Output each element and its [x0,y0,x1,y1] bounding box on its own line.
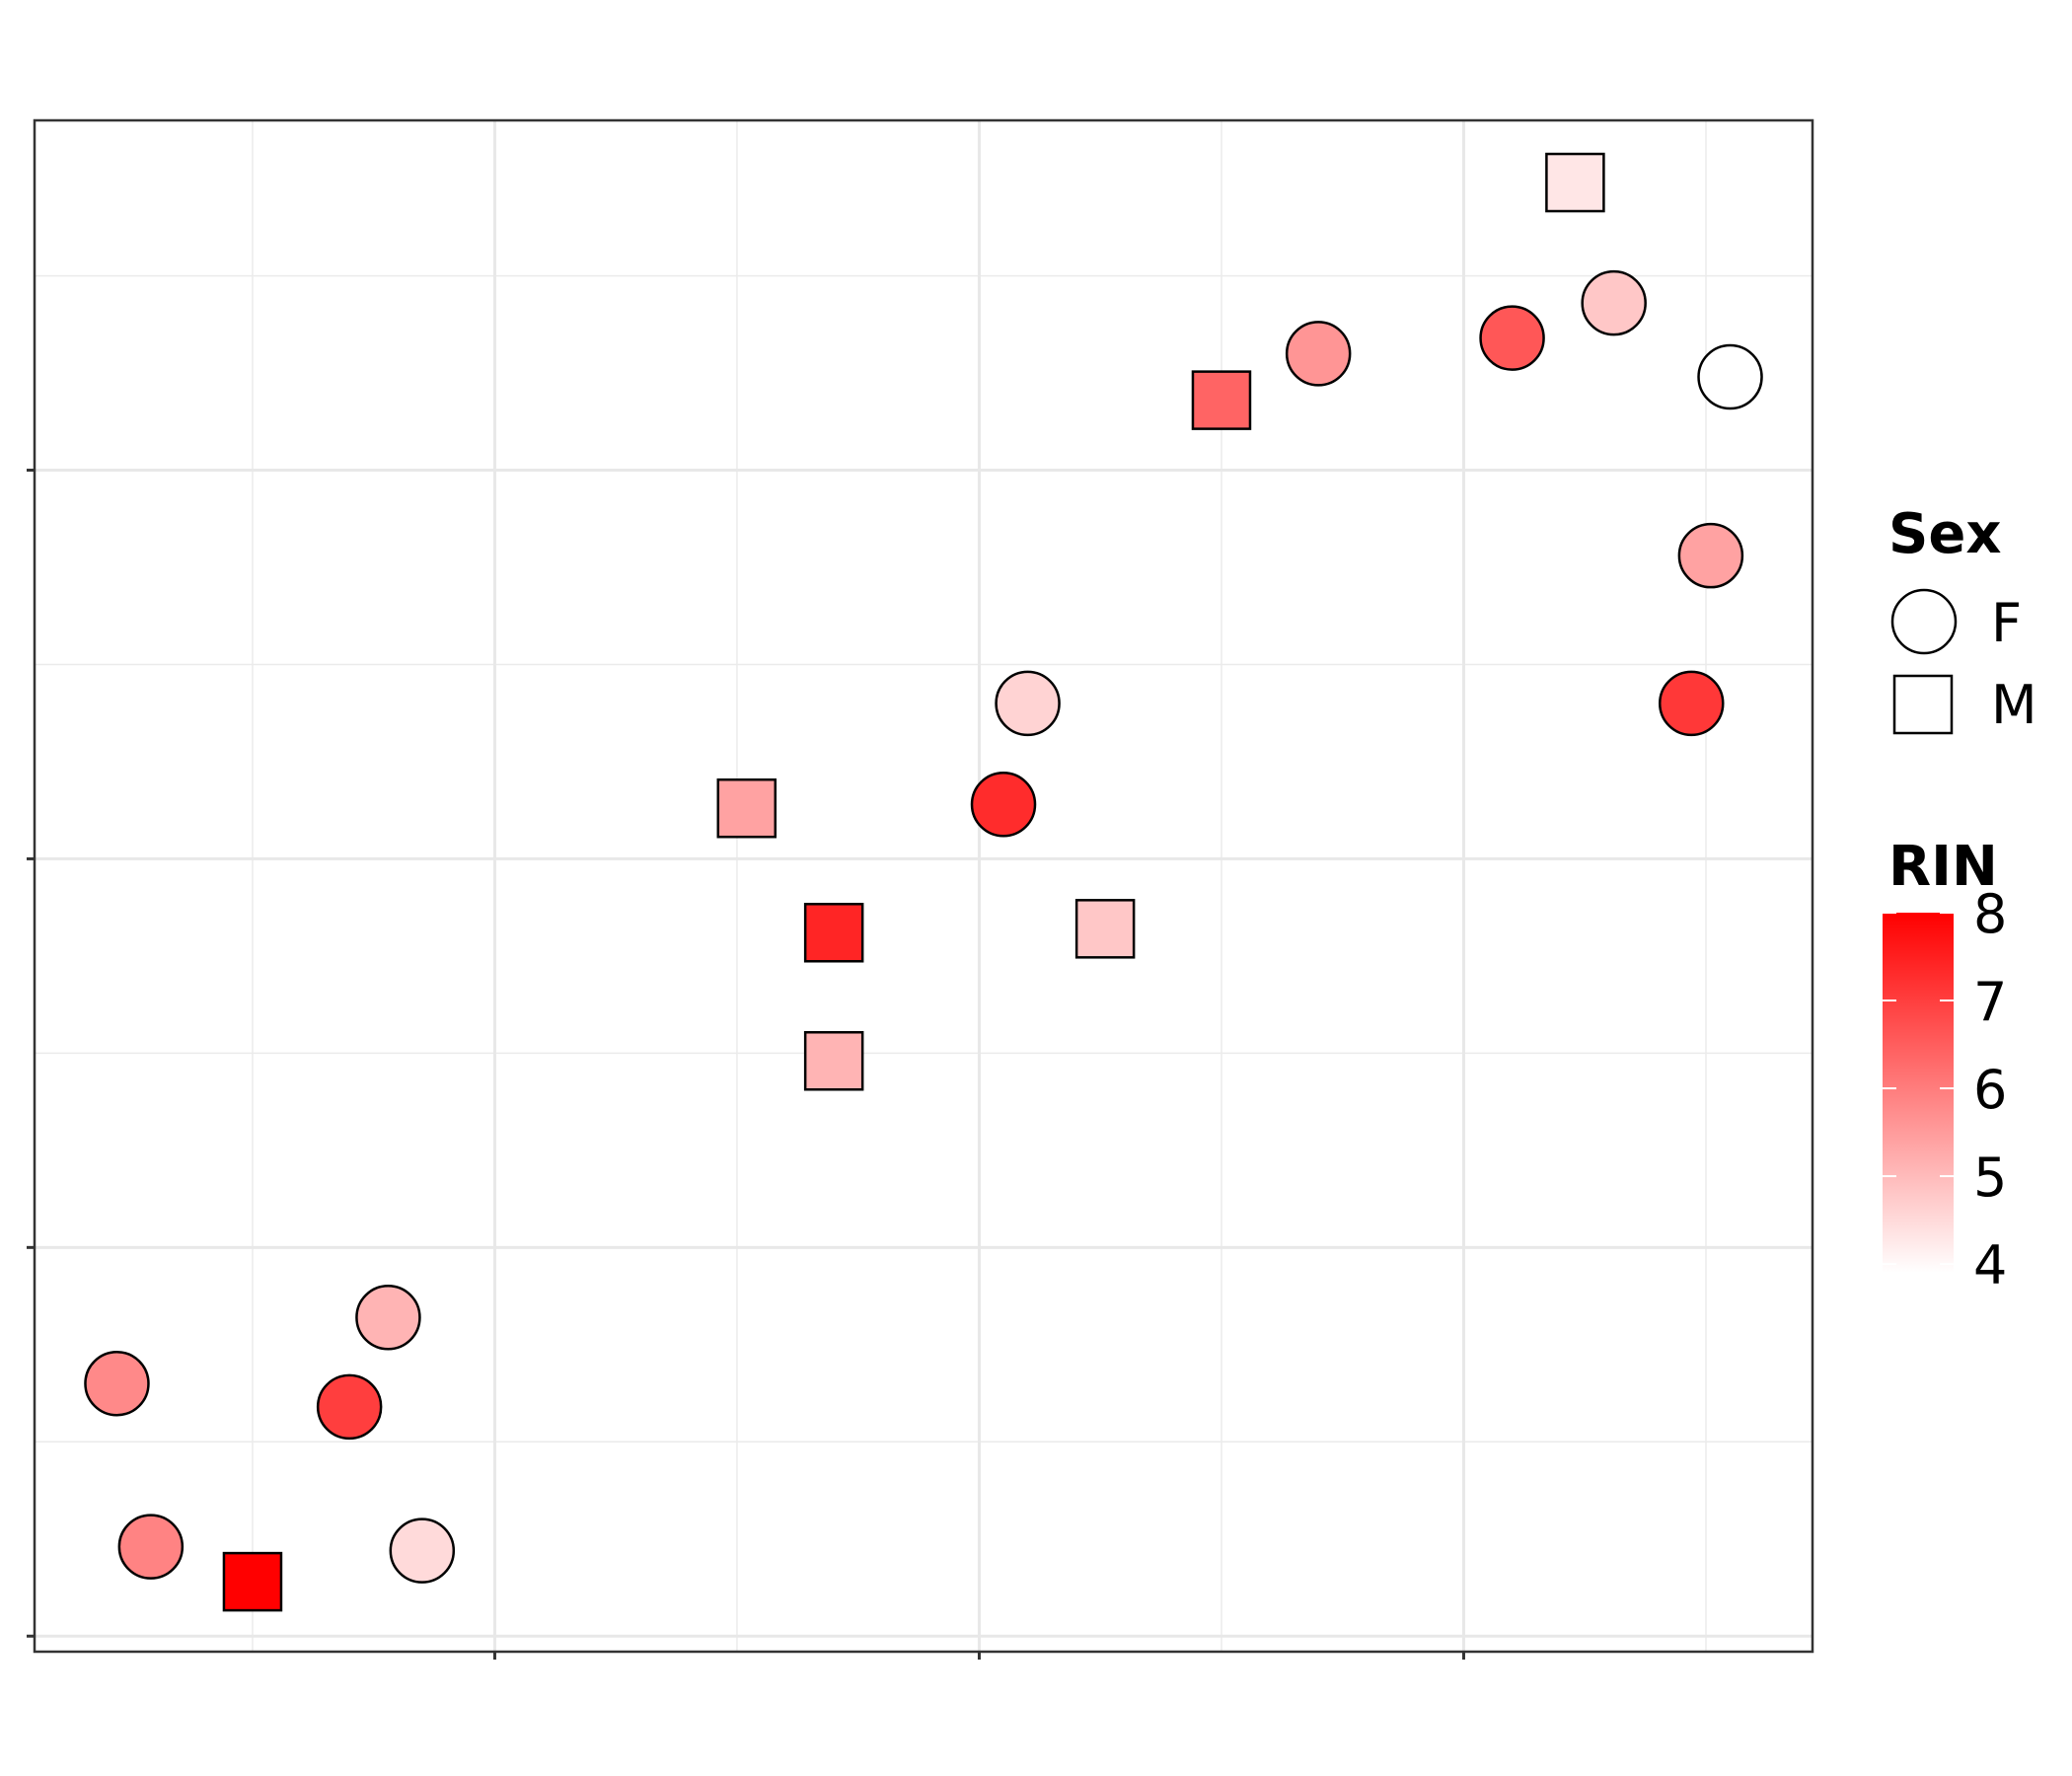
colorbar-tick-label: 8 [1973,883,2007,945]
color-legend-title: RIN [1888,835,1998,899]
data-point-square-3 [222,1551,283,1612]
legend: Sex F M RIN 8 7 6 5 4 [1883,502,2037,1296]
data-point-circle-2 [117,1514,185,1580]
data-point-square-7 [716,777,777,839]
colorbar-tick-label: 7 [1973,971,2007,1033]
data-point-circle-15 [1479,305,1545,371]
legend-label-m: M [1991,674,2037,736]
colorbar-tick-label: 5 [1973,1147,2007,1209]
data-point-circle-17 [1581,269,1647,336]
plot-panel [27,118,1814,1660]
rin-colorbar: 8 7 6 5 4 [1883,883,2007,1296]
panel-border [33,118,1814,1654]
data-point-circle-4 [316,1373,383,1441]
data-point-square-16 [1545,152,1605,213]
data-point-circle-5 [355,1284,421,1351]
legend-label-f: F [1991,592,2022,654]
legend-square-icon [1892,674,1954,735]
colorbar-tick-label: 4 [1973,1234,2007,1296]
data-point-circle-19 [1677,522,1744,589]
data-point-square-13 [1191,370,1252,430]
data-point-square-9 [803,1031,864,1091]
colorbar-tick-label: 6 [1973,1059,2007,1121]
data-points [84,152,1763,1612]
data-point-circle-20 [1697,343,1763,410]
data-point-circle-1 [84,1350,150,1417]
data-point-circle-11 [995,670,1061,737]
panel-background [35,120,1813,1652]
colorbar-fill [1883,913,1954,1273]
data-point-circle-6 [389,1517,456,1584]
data-point-circle-10 [970,772,1037,838]
legend-circle-icon [1890,588,1958,655]
data-point-square-12 [1074,899,1136,959]
data-point-circle-14 [1285,321,1352,387]
shape-legend-title: Sex [1888,502,2001,566]
data-point-square-8 [803,903,864,963]
data-point-circle-18 [1658,670,1725,737]
